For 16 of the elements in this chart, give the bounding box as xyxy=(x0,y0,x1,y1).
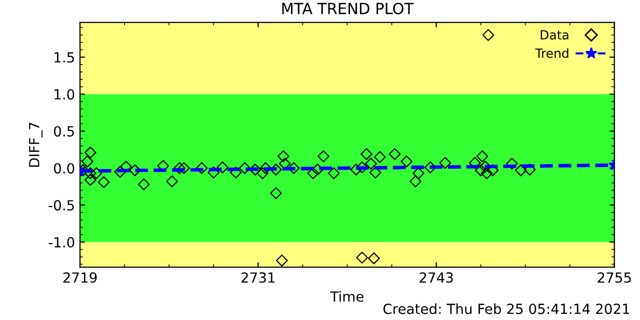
text: Created: Thu Feb 25 05:41:14 2021 xyxy=(383,303,630,314)
x-tick-label: 2743 xyxy=(420,272,453,283)
y-tick-label: 0.5 xyxy=(54,126,74,137)
y-tick-label: -0.5 xyxy=(48,200,74,211)
y-axis-title: DIFF_7 xyxy=(29,122,42,167)
y-tick-label: 0.0 xyxy=(54,163,74,174)
y-tick-label: 1.0 xyxy=(54,89,74,100)
x-axis-title: Time xyxy=(330,291,364,302)
chart-title: MTA TREND PLOT xyxy=(282,2,414,14)
y-tick-label: 1.5 xyxy=(54,52,74,63)
legend-label: Trend xyxy=(535,48,568,58)
x-tick-label: 2755 xyxy=(598,272,631,283)
y-tick-label: -1.0 xyxy=(48,237,74,248)
legend-label: Data xyxy=(540,30,568,40)
x-tick-label: 2731 xyxy=(241,272,275,283)
x-tick-label: 2719 xyxy=(63,272,97,283)
